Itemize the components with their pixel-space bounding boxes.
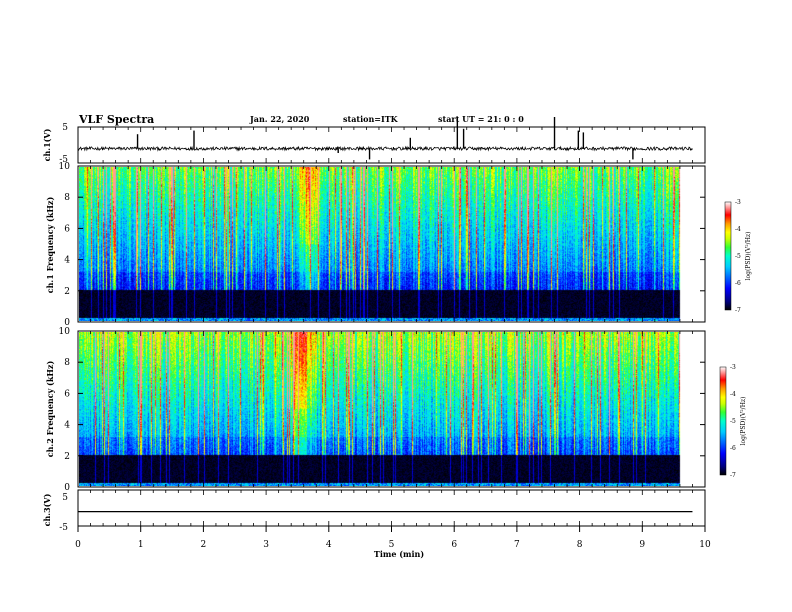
cb2-tick-m3: -3 <box>730 364 736 371</box>
ch1-waveform-frame <box>77 126 706 164</box>
ch2-ytick-label-8: 8 <box>64 358 70 368</box>
cb1-tick-m7: -7 <box>735 307 741 314</box>
xtick-label-4: 4 <box>326 540 332 550</box>
ch3-waveform-frame <box>77 489 706 527</box>
ch1-ytick-label-6: 6 <box>64 224 70 234</box>
xtick-label-7: 7 <box>514 540 520 550</box>
ch3-waveform-ylabel: ch.3(V) <box>42 493 52 526</box>
xtick-label-1: 1 <box>138 540 144 550</box>
xtick-label-2: 2 <box>201 540 207 550</box>
ch1-waveform-ylabel: ch.1(V) <box>42 128 52 161</box>
xtick-label-6: 6 <box>451 540 457 550</box>
cb1-tick-m6: -6 <box>735 280 741 287</box>
ch2-ytick-label-2: 2 <box>64 452 70 462</box>
xtick-label-3: 3 <box>263 540 269 550</box>
xtick-label-0: 0 <box>75 540 81 550</box>
ch2-spectrogram-panel: 0 2 4 6 8 10 ch.2 Frequency (kHz) <box>45 327 706 493</box>
figure-title: VLF Spectra <box>78 113 154 126</box>
cb2-tick-m7: -7 <box>730 472 736 479</box>
ch2-ytick-label-4: 4 <box>64 421 70 431</box>
date-label: Jan. 22, 2020 <box>249 114 310 124</box>
ch1-spectrogram-ylabel: ch.1 Frequency (kHz) <box>45 197 55 294</box>
cb2-tick-m6: -6 <box>730 445 736 452</box>
ch2-colorbar: -3 -4 -5 -6 -7 log(PSD)(V²/Hz) <box>719 364 747 479</box>
start-time-label: start UT = 21: 0 : 0 <box>438 114 524 124</box>
ch1-ytick-bottom: -5 <box>59 155 68 165</box>
ch2-spectrogram-image <box>79 332 692 486</box>
cb1-tick-m4: -4 <box>735 226 741 233</box>
cb1-tick-m5: -5 <box>735 253 741 260</box>
ch1-spectrogram-image <box>79 167 692 321</box>
time-axis: 0 1 2 3 4 5 6 7 8 9 10 <box>75 526 711 550</box>
ch2-ytick-label-10: 10 <box>59 327 71 337</box>
panel-time-ticks <box>77 127 706 526</box>
cb2-label: log(PSD)(V²/Hz) <box>740 397 747 446</box>
ch1-ytick-label-2: 2 <box>64 287 70 297</box>
cb2-tick-m4: -4 <box>730 391 736 398</box>
ch3-waveform-panel: 5 -5 ch.3(V) <box>42 489 706 533</box>
ch1-colorbar-gradient <box>724 201 732 311</box>
ch1-waveform-plot <box>77 117 693 160</box>
ch3-ytick-top: 5 <box>62 493 68 503</box>
cb1-label: log(PSD)(V²/Hz) <box>745 232 752 281</box>
ch1-spectrogram-yticks: 0 2 4 6 8 10 <box>59 162 705 328</box>
ch1-spectrogram-panel: 0 2 4 6 8 10 ch.1 Frequency (kHz) <box>45 162 706 328</box>
ch1-ytick-label-0: 0 <box>64 318 70 328</box>
ch1-waveform-panel: 5 -5 ch.1(V) <box>42 117 706 165</box>
ch1-ytick-label-10: 10 <box>59 162 71 172</box>
ch2-spectrogram-yticks: 0 2 4 6 8 10 <box>59 327 705 493</box>
xtick-label-5: 5 <box>389 540 395 550</box>
ch2-spectrogram-ylabel: ch.2 Frequency (kHz) <box>45 361 55 458</box>
ch1-colorbar: -3 -4 -5 -6 -7 log(PSD)(V²/Hz) <box>724 199 752 314</box>
xtick-label-10: 10 <box>699 540 711 550</box>
xtick-label-9: 9 <box>639 540 645 550</box>
cb1-tick-m3: -3 <box>735 199 741 206</box>
cb2-tick-m5: -5 <box>730 418 736 425</box>
ch1-ytick-label-8: 8 <box>64 193 70 203</box>
ch2-ytick-label-0: 0 <box>64 483 70 493</box>
ch3-ytick-bottom: -5 <box>59 523 68 533</box>
xtick-label-8: 8 <box>577 540 583 550</box>
station-label: station=ITK <box>343 114 399 124</box>
ch1-ytick-top: 5 <box>62 123 68 133</box>
ch2-colorbar-gradient <box>719 366 727 476</box>
ch1-ytick-label-4: 4 <box>64 256 70 266</box>
time-axis-label: Time (min) <box>374 549 424 559</box>
wave1-trace <box>77 145 693 152</box>
ch2-ytick-label-6: 6 <box>64 389 70 399</box>
